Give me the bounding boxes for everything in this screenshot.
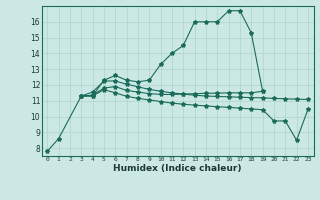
X-axis label: Humidex (Indice chaleur): Humidex (Indice chaleur) xyxy=(113,164,242,173)
